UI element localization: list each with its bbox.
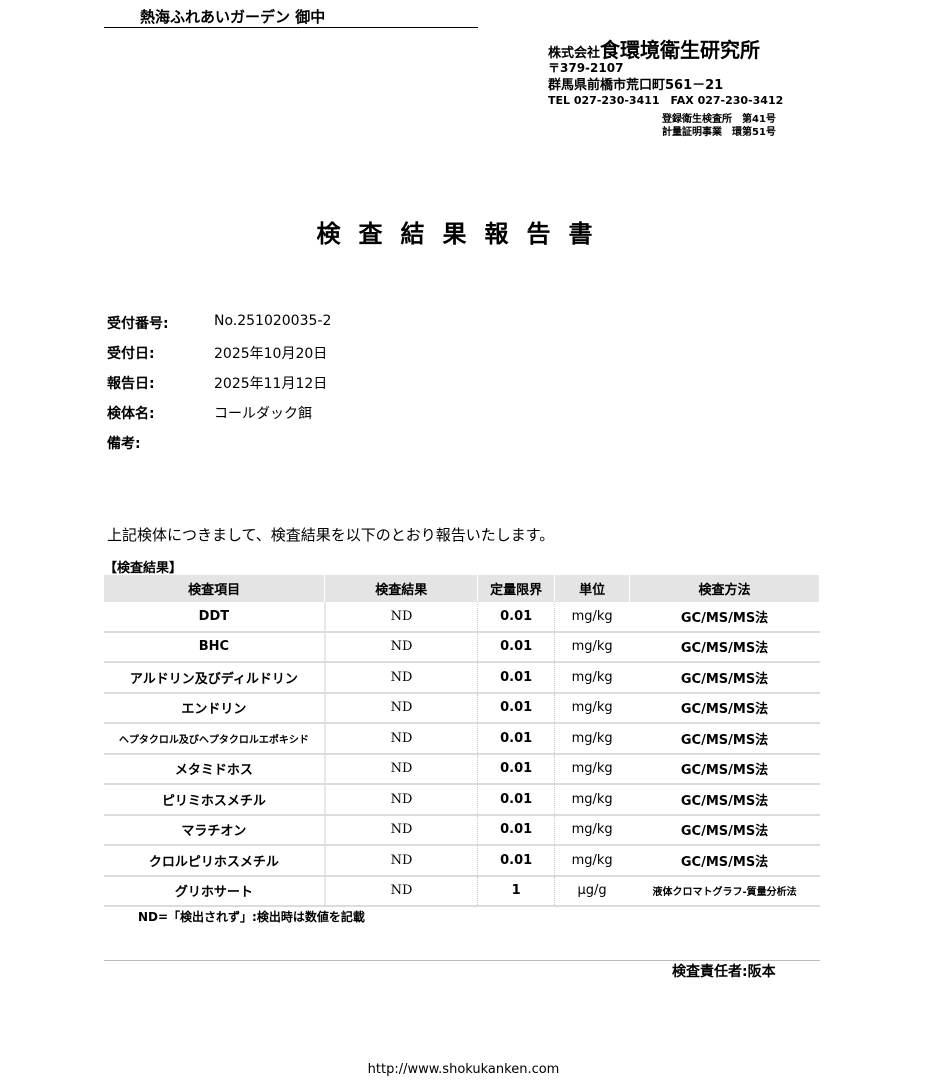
unit-cell: mg/kg [554, 662, 631, 694]
section-heading: 【検査結果】 [104, 561, 183, 576]
results-table: 検査項目 検査結果 定量限界 単位 検査方法 DDT ND 0.01 mg/kg GC/… [104, 575, 820, 907]
method-cell: GC/MS/MS法 [629, 753, 820, 785]
info-label: 受付番号: [107, 316, 169, 332]
column-header: 単位 [554, 575, 631, 602]
footnote: ND=「検出されず」:検出時は数値を記載 [138, 910, 365, 924]
table-row: マラチオン ND 0.01 mg/kg GC/MS/MS法 [104, 814, 820, 846]
company-main-name: 食環境衛生研究所 [600, 38, 761, 62]
company-phone: TEL 027-230-3411 FAX 027-230-3412 [548, 94, 784, 107]
item-cell: グリホサート [104, 875, 326, 907]
method-cell: GC/MS/MS法 [629, 662, 820, 694]
info-value: 2025年10月20日 [214, 346, 328, 362]
unit-cell: mg/kg [554, 723, 631, 755]
website-url[interactable]: http://www.shokukanken.com [367, 1062, 560, 1077]
limit-cell: 0.01 [477, 845, 556, 877]
item-cell: ヘプタクロル及びヘプタクロルエポキシド [104, 723, 326, 755]
result-cell: ND [324, 753, 479, 785]
limit-cell: 1 [477, 875, 556, 907]
table-row: DDT ND 0.01 mg/kg GC/MS/MS法 [104, 602, 820, 633]
result-cell: ND [324, 845, 479, 877]
table-row: メタミドホス ND 0.01 mg/kg GC/MS/MS法 [104, 753, 820, 785]
method-cell: GC/MS/MS法 [629, 602, 820, 633]
unit-cell: mg/kg [554, 753, 631, 785]
registration-2: 計量証明事業 環第51号 [662, 127, 776, 138]
intro-text: 上記検体につきまして、検査結果を以下のとおり報告いたします。 [107, 526, 555, 544]
limit-cell: 0.01 [477, 602, 556, 633]
item-cell: メタミドホス [104, 753, 326, 785]
limit-cell: 0.01 [477, 784, 556, 816]
column-header: 検査項目 [104, 575, 326, 602]
responsible-person: 検査責任者:阪本 [672, 964, 776, 980]
table-row: エンドリン ND 0.01 mg/kg GC/MS/MS法 [104, 692, 820, 724]
method-cell: GC/MS/MS法 [629, 692, 820, 724]
table-row: アルドリン及びディルドリン ND 0.01 mg/kg GC/MS/MS法 [104, 662, 820, 694]
table-row: ヘプタクロル及びヘプタクロルエポキシド ND 0.01 mg/kg GC/MS/MS法 [104, 723, 820, 755]
registration-1: 登録衛生検査所 第41号 [662, 114, 776, 125]
method-cell: GC/MS/MS法 [629, 631, 820, 663]
item-cell: BHC [104, 631, 326, 663]
unit-cell: mg/kg [554, 602, 631, 633]
company-address: 群馬県前橋市荒口町561－21 [548, 78, 724, 93]
page-title: 検査結果報告書 [316, 220, 611, 248]
info-value: コールダック餌 [214, 406, 312, 422]
table-row: ピリミホスメチル ND 0.01 mg/kg GC/MS/MS法 [104, 784, 820, 816]
unit-cell: mg/kg [554, 631, 631, 663]
result-cell: ND [324, 814, 479, 846]
method-cell: GC/MS/MS法 [629, 814, 820, 846]
info-label: 報告日: [107, 376, 155, 392]
limit-cell: 0.01 [477, 723, 556, 755]
company-prefix: 株式会社 [548, 46, 601, 61]
column-header: 定量限界 [477, 575, 556, 602]
method-cell: GC/MS/MS法 [629, 723, 820, 755]
unit-cell: mg/kg [554, 784, 631, 816]
addressee: 熱海ふれあいガーデン 御中 [140, 8, 326, 26]
result-cell: ND [324, 631, 479, 663]
info-value: No.251020035-2 [214, 313, 332, 329]
method-cell: GC/MS/MS法 [629, 784, 820, 816]
result-cell: ND [324, 875, 479, 907]
table-row: クロルピリホスメチル ND 0.01 mg/kg GC/MS/MS法 [104, 845, 820, 877]
table-header-row: 検査項目 検査結果 定量限界 単位 検査方法 [104, 575, 820, 602]
addressee-underline [104, 27, 478, 28]
info-label: 検体名: [107, 406, 155, 422]
result-cell: ND [324, 662, 479, 694]
item-cell: クロルピリホスメチル [104, 845, 326, 877]
item-cell: マラチオン [104, 814, 326, 846]
method-cell: 液体クロマトグラフ-質量分析法 [629, 875, 820, 907]
column-header: 検査結果 [324, 575, 479, 602]
result-cell: ND [324, 602, 479, 633]
result-cell: ND [324, 723, 479, 755]
item-cell: アルドリン及びディルドリン [104, 662, 326, 694]
column-header: 検査方法 [629, 575, 820, 602]
result-cell: ND [324, 784, 479, 816]
limit-cell: 0.01 [477, 814, 556, 846]
item-cell: エンドリン [104, 692, 326, 724]
divider [104, 960, 820, 961]
table-row: BHC ND 0.01 mg/kg GC/MS/MS法 [104, 631, 820, 663]
postal-code: 〒379-2107 [548, 61, 624, 75]
info-label: 備考: [107, 436, 141, 452]
method-cell: GC/MS/MS法 [629, 845, 820, 877]
unit-cell: mg/kg [554, 692, 631, 724]
limit-cell: 0.01 [477, 753, 556, 785]
company-name: 株式会社食環境衛生研究所 [548, 34, 760, 63]
limit-cell: 0.01 [477, 692, 556, 724]
info-value: 2025年11月12日 [214, 376, 328, 392]
result-cell: ND [324, 692, 479, 724]
unit-cell: μg/g [554, 875, 631, 907]
info-label: 受付日: [107, 346, 155, 362]
limit-cell: 0.01 [477, 631, 556, 663]
item-cell: ピリミホスメチル [104, 784, 326, 816]
unit-cell: mg/kg [554, 814, 631, 846]
unit-cell: mg/kg [554, 845, 631, 877]
item-cell: DDT [104, 602, 326, 633]
table-row: グリホサート ND 1 μg/g 液体クロマトグラフ-質量分析法 [104, 875, 820, 907]
limit-cell: 0.01 [477, 662, 556, 694]
